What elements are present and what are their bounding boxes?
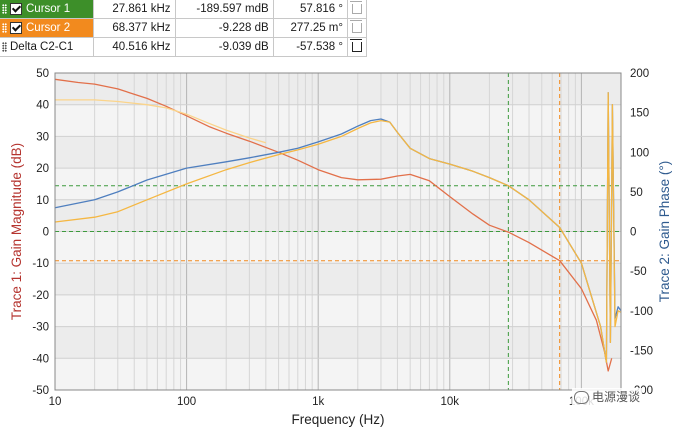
cursor-table: Cursor 1 27.861 kHz -189.597 mdB 57.816 ° Cu… — [0, 0, 367, 57]
cursor-1-row[interactable]: Cursor 1 27.861 kHz -189.597 mdB 57.816 ° — [0, 0, 367, 19]
cursor-2-row[interactable]: Cursor 2 68.377 kHz -9.228 dB 277.25 m° — [0, 18, 367, 38]
grid-band — [55, 73, 621, 105]
drag-handle-icon[interactable] — [2, 41, 7, 52]
y-left-tick-label: -20 — [32, 290, 49, 302]
y-left-tick-label: 20 — [36, 163, 49, 175]
y-left-tick-label: 30 — [36, 131, 49, 143]
gain-magnitude-reference-trace — [55, 99, 266, 144]
y-left-tick-label: -40 — [32, 353, 49, 365]
watermark-text: 电源漫谈 — [592, 390, 641, 404]
x-axis-label: Frequency (Hz) — [291, 412, 384, 427]
y-right-tick-label: 50 — [630, 187, 643, 199]
y-left-tick-label: 0 — [43, 227, 49, 239]
cursor-phase: -57.538 ° — [273, 37, 349, 57]
y-left-tick-label: 50 — [36, 68, 49, 80]
y-right-tick-label: -150 — [630, 345, 653, 357]
cursor-frequency: 68.377 kHz — [93, 18, 176, 38]
chat-icon — [574, 391, 589, 404]
cursor-frequency: 27.861 kHz — [93, 0, 176, 19]
trash-icon[interactable] — [350, 19, 362, 33]
cursor-gain: -9.228 dB — [175, 18, 274, 38]
grid-band — [55, 326, 621, 359]
cursor-name: Delta C2-C1 — [10, 41, 74, 53]
gain-magnitude-trace — [54, 78, 613, 372]
cursor-phase: 277.25 m° — [273, 18, 349, 38]
cursor-frequency: 40.516 kHz — [93, 37, 176, 57]
grid-band — [55, 136, 621, 169]
cursor-visible-checkbox[interactable] — [10, 21, 22, 34]
cursor-visible-checkbox[interactable] — [10, 2, 22, 15]
y-right-tick-label: -100 — [630, 306, 653, 318]
y-left-tick-label: 40 — [36, 100, 49, 112]
cursor-name: Cursor 2 — [26, 22, 71, 35]
y-left-axis-label: Trace 1: Gain Magnitude (dB) — [9, 143, 24, 320]
cursor-name-cell[interactable]: Delta C2-C1 — [0, 37, 95, 57]
y-left-tick-label: -10 — [32, 258, 49, 270]
y-left-tick-label: -50 — [32, 385, 49, 397]
y-left-tick-label: -30 — [32, 322, 49, 334]
y-right-tick-label: -50 — [630, 266, 647, 278]
cursor-phase: 57.816 ° — [273, 0, 349, 19]
cursor-gain: -189.597 mdB — [175, 0, 274, 19]
cursor-name-cell[interactable]: Cursor 1 — [0, 0, 95, 19]
grid-band — [55, 199, 621, 232]
y-left-tick-label: 10 — [36, 195, 49, 207]
grid-band — [55, 263, 621, 295]
delete-cursor-cell[interactable] — [347, 18, 367, 38]
y-right-axis-label: Trace 2: Gain Phase (°) — [657, 161, 672, 302]
trash-icon[interactable] — [350, 0, 362, 14]
cursor-name-cell[interactable]: Cursor 2 — [0, 18, 95, 38]
x-tick-label: 1k — [312, 396, 324, 408]
x-tick-label: 100 — [177, 396, 196, 408]
cursor-gain: -9.039 dB — [175, 37, 274, 57]
x-tick-label: 10k — [441, 396, 460, 408]
cursor-name: Cursor 1 — [26, 3, 71, 16]
y-right-tick-label: 150 — [630, 108, 649, 120]
y-right-tick-label: 0 — [630, 227, 636, 239]
trash-icon[interactable] — [350, 38, 362, 52]
y-right-tick-label: 100 — [630, 147, 649, 159]
watermark: 电源漫谈 — [572, 388, 643, 405]
delete-cursor-cell[interactable] — [347, 37, 367, 57]
plot-border — [54, 72, 622, 391]
delta-row[interactable]: Delta C2-C1 40.516 kHz -9.039 dB -57.538 ° — [0, 37, 367, 57]
drag-handle-icon[interactable] — [2, 22, 7, 33]
delete-cursor-cell[interactable] — [347, 0, 367, 19]
y-right-tick-label: 200 — [630, 68, 649, 80]
drag-handle-icon[interactable] — [2, 3, 7, 14]
gain-phase-reference-trace — [54, 92, 622, 363]
x-tick-label: 10 — [49, 396, 62, 408]
